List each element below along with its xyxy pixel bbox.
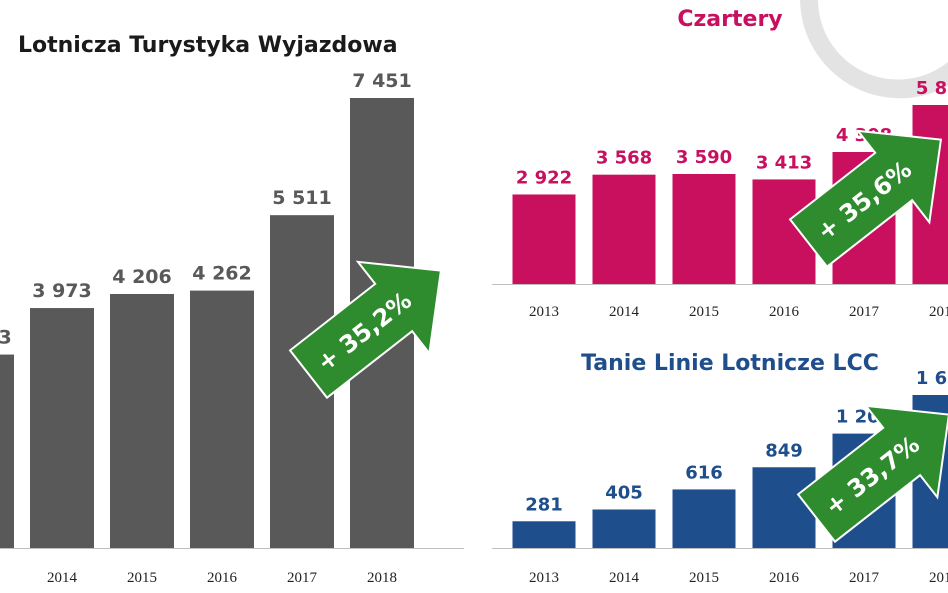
tick-label-2018: 2018 — [929, 304, 948, 320]
tick-label-2017: 2017 — [287, 570, 318, 586]
data-label-2014: 3 568 — [596, 148, 652, 169]
data-label-2013: 3 203 — [0, 327, 12, 349]
data-label-2018: 1 609 — [916, 368, 948, 389]
chart-title: Lotnicza Turystyka Wyjazdowa — [18, 33, 398, 58]
chart-czartery: Czartery 2 922 2013 3 568 2014 3 590 2015 3 413… — [492, 7, 948, 320]
data-label-2013: 2 922 — [516, 167, 572, 188]
tick-label-2014: 2014 — [609, 304, 640, 320]
bar-2013 — [512, 194, 576, 284]
data-label-2017: 5 511 — [272, 187, 332, 209]
data-label-2013: 281 — [525, 494, 563, 515]
bar-2015 — [672, 489, 736, 548]
data-label-2015: 3 590 — [676, 147, 732, 168]
bar-2015 — [672, 174, 736, 284]
decorative-arc — [800, 0, 948, 99]
bar-2016 — [190, 290, 254, 548]
tick-label-2014: 2014 — [609, 570, 640, 586]
data-label-2018: 7 451 — [352, 70, 412, 92]
growth-arrow-shape — [796, 404, 948, 544]
tick-label-2015: 2015 — [689, 304, 719, 320]
tick-label-2018: 2018 — [929, 570, 948, 586]
chart-lcc: Tanie Linie Lotnicze LCC 281 2013 405 2014 61… — [492, 351, 948, 586]
tick-label-2015: 2015 — [127, 570, 157, 586]
data-label-2014: 3 973 — [32, 280, 92, 302]
chart-title: Czartery — [677, 7, 782, 32]
tick-label-2014: 2014 — [47, 570, 78, 586]
data-label-2018: 5 842 — [916, 78, 948, 99]
tick-label-2015: 2015 — [689, 570, 719, 586]
bar-2016 — [752, 467, 816, 548]
bar-2014 — [592, 174, 656, 284]
bar-2013 — [0, 354, 14, 548]
growth-arrow-shape — [288, 260, 443, 400]
bar-2015 — [110, 293, 174, 548]
data-label-2016: 4 262 — [192, 263, 252, 285]
data-label-2015: 616 — [685, 462, 723, 483]
tick-label-2013: 2013 — [529, 570, 559, 586]
growth-arrow-shape — [788, 129, 943, 269]
tick-label-2016: 2016 — [207, 570, 238, 586]
tick-label-2017: 2017 — [849, 570, 880, 586]
tick-label-2017: 2017 — [849, 304, 880, 320]
tick-label-2016: 2016 — [769, 304, 800, 320]
data-label-2014: 405 — [605, 482, 643, 503]
data-label-2016: 3 413 — [756, 152, 812, 173]
chart-title: Tanie Linie Lotnicze LCC — [581, 351, 879, 376]
tick-label-2013: 2013 — [529, 304, 559, 320]
data-label-2015: 4 206 — [112, 266, 172, 288]
data-label-2016: 849 — [765, 440, 803, 461]
tick-label-2016: 2016 — [769, 570, 800, 586]
bar-2014 — [30, 308, 94, 548]
tick-label-2018: 2018 — [367, 570, 397, 586]
bar-2013 — [512, 521, 576, 548]
bar-2014 — [592, 509, 656, 548]
